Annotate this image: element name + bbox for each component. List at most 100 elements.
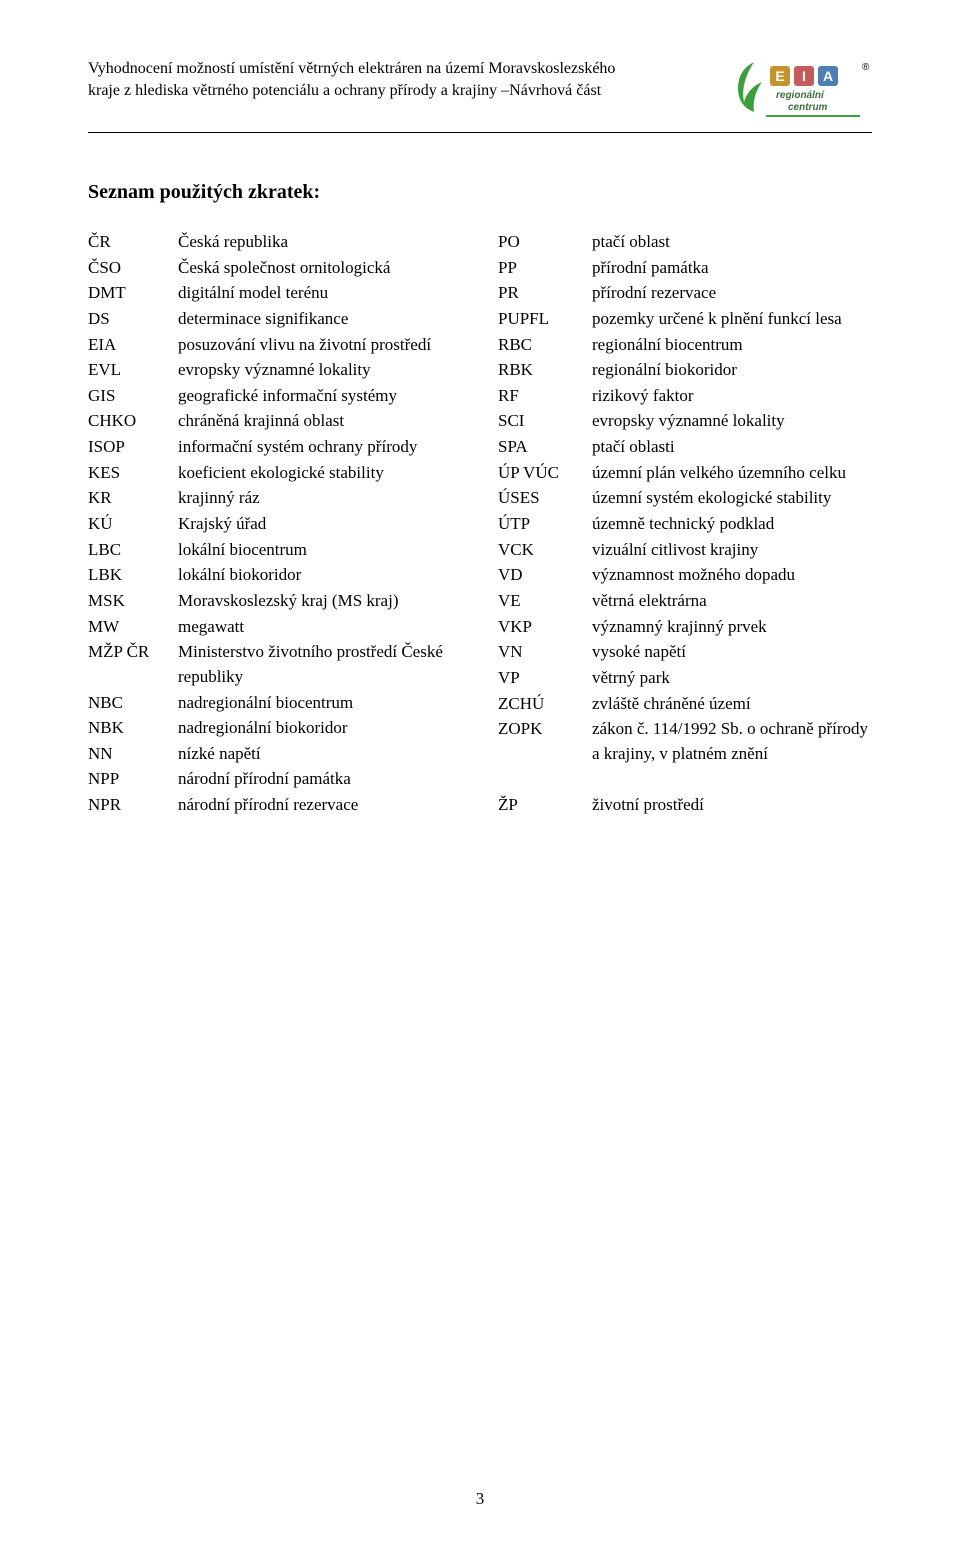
abbr-code: ÚTP — [498, 512, 592, 538]
abbr-description: koeficient ekologické stability — [178, 461, 462, 487]
abbr-row: KESkoeficient ekologické stability — [88, 461, 462, 487]
abbr-description: územně technický podklad — [592, 512, 872, 538]
abbr-row: MWmegawatt — [88, 615, 462, 641]
abbr-code: RBK — [498, 358, 592, 384]
abbr-code: ČR — [88, 230, 178, 256]
section-title: Seznam použitých zkratek: — [88, 181, 872, 204]
abbr-description: determinace signifikance — [178, 307, 462, 333]
abbr-code: KES — [88, 461, 178, 487]
abbr-description: nízké napětí — [178, 742, 462, 768]
abbr-row: LBClokální biocentrum — [88, 538, 462, 564]
abbr-description: Krajský úřad — [178, 512, 462, 538]
abbr-table-right: POptačí oblastPPpřírodní památkaPRpřírod… — [498, 230, 872, 819]
svg-text:I: I — [802, 68, 806, 84]
abbr-row: ÚSESúzemní systém ekologické stability — [498, 486, 872, 512]
abbr-row: GISgeografické informační systémy — [88, 384, 462, 410]
abbr-row: NBCnadregionální biocentrum — [88, 691, 462, 717]
abbr-code: PUPFL — [498, 307, 592, 333]
abbr-description: přírodní památka — [592, 256, 872, 282]
abbr-row: NNnízké napětí — [88, 742, 462, 768]
abbr-code: PP — [498, 256, 592, 282]
abbr-code: NPR — [88, 793, 178, 819]
abbr-description: ptačí oblasti — [592, 435, 872, 461]
abbr-code: KR — [88, 486, 178, 512]
left-column: ČRČeská republikaČSOČeská společnost orn… — [88, 230, 462, 819]
abbr-description: krajinný ráz — [178, 486, 462, 512]
abbr-row: EVLevropsky významné lokality — [88, 358, 462, 384]
abbr-code: KÚ — [88, 512, 178, 538]
abbr-row: NPPnárodní přírodní památka — [88, 767, 462, 793]
abbr-row: VDvýznamnost možného dopadu — [498, 563, 872, 589]
abbr-code: RF — [498, 384, 592, 410]
abbr-code — [498, 767, 592, 793]
abbr-code: LBK — [88, 563, 178, 589]
header-line-2: kraje z hlediska větrného potenciálu a o… — [88, 82, 601, 99]
abbr-row: DSdeterminace signifikance — [88, 307, 462, 333]
abbr-row: MSKMoravskoslezský kraj (MS kraj) — [88, 589, 462, 615]
abbr-row: VKPvýznamný krajinný prvek — [498, 615, 872, 641]
abbr-row: VCKvizuální citlivost krajiny — [498, 538, 872, 564]
abbr-code: LBC — [88, 538, 178, 564]
abbr-code: VKP — [498, 615, 592, 641]
abbr-row: ÚP VÚCúzemní plán velkého územního celku — [498, 461, 872, 487]
abbr-row: PUPFLpozemky určené k plnění funkcí lesa — [498, 307, 872, 333]
abbr-description: megawatt — [178, 615, 462, 641]
abbr-code: CHKO — [88, 409, 178, 435]
abbr-row: LBKlokální biokoridor — [88, 563, 462, 589]
abbr-description: Česká republika — [178, 230, 462, 256]
abbr-code: EIA — [88, 333, 178, 359]
abbr-row: MŽP ČRMinisterstvo životního prostředí Č… — [88, 640, 462, 690]
abbr-code: RBC — [498, 333, 592, 359]
svg-text:A: A — [823, 68, 833, 84]
abbr-description: zákon č. 114/1992 Sb. o ochraně přírody … — [592, 717, 872, 767]
abbr-row: ZOPKzákon č. 114/1992 Sb. o ochraně přír… — [498, 717, 872, 767]
abbr-row: ÚTPúzemně technický podklad — [498, 512, 872, 538]
abbr-code: PR — [498, 281, 592, 307]
abbr-description: přírodní rezervace — [592, 281, 872, 307]
logo-text-top: regionální — [776, 90, 825, 101]
logo: E I A ® regionální centrum — [732, 58, 872, 122]
abbr-row: NPRnárodní přírodní rezervace — [88, 793, 462, 819]
abbr-code: NBC — [88, 691, 178, 717]
page-header: Vyhodnocení možností umístění větrných e… — [88, 58, 872, 122]
header-divider — [88, 132, 872, 133]
abbr-code: ČSO — [88, 256, 178, 282]
abbr-row: ISOPinformační systém ochrany přírody — [88, 435, 462, 461]
abbr-description: rizikový faktor — [592, 384, 872, 410]
abbr-code: VD — [498, 563, 592, 589]
abbr-code: ÚP VÚC — [498, 461, 592, 487]
abbr-description: posuzování vlivu na životní prostředí — [178, 333, 462, 359]
abbr-description: nadregionální biokoridor — [178, 716, 462, 742]
abbr-description: Moravskoslezský kraj (MS kraj) — [178, 589, 462, 615]
abbr-row — [498, 767, 872, 793]
abbr-description: lokální biokoridor — [178, 563, 462, 589]
abbr-code: MW — [88, 615, 178, 641]
abbr-code: VCK — [498, 538, 592, 564]
leaf-icon — [738, 62, 762, 112]
abbr-row: ČRČeská republika — [88, 230, 462, 256]
registered-icon: ® — [862, 62, 870, 73]
abbr-description: významnost možného dopadu — [592, 563, 872, 589]
abbr-code: MŽP ČR — [88, 640, 178, 690]
abbr-description: regionální biocentrum — [592, 333, 872, 359]
abbr-code: SPA — [498, 435, 592, 461]
abbr-row: KRkrajinný ráz — [88, 486, 462, 512]
abbr-description: národní přírodní památka — [178, 767, 462, 793]
abbr-code: MSK — [88, 589, 178, 615]
abbr-description: životní prostředí — [592, 793, 872, 819]
page-number: 3 — [0, 1489, 960, 1509]
abbr-description: evropsky významné lokality — [592, 409, 872, 435]
abbr-description: geografické informační systémy — [178, 384, 462, 410]
abbr-row: PPpřírodní památka — [498, 256, 872, 282]
abbr-row: NBKnadregionální biokoridor — [88, 716, 462, 742]
header-line-1: Vyhodnocení možností umístění větrných e… — [88, 60, 615, 77]
svg-text:E: E — [775, 68, 784, 84]
abbr-row: EIAposuzování vlivu na životní prostředí — [88, 333, 462, 359]
abbr-row: PRpřírodní rezervace — [498, 281, 872, 307]
abbr-row: SPAptačí oblasti — [498, 435, 872, 461]
abbr-code: GIS — [88, 384, 178, 410]
abbr-description: zvláště chráněné území — [592, 692, 872, 718]
abbr-code: ZCHÚ — [498, 692, 592, 718]
abbr-description — [592, 767, 872, 793]
abbr-row: VPvětrný park — [498, 666, 872, 692]
